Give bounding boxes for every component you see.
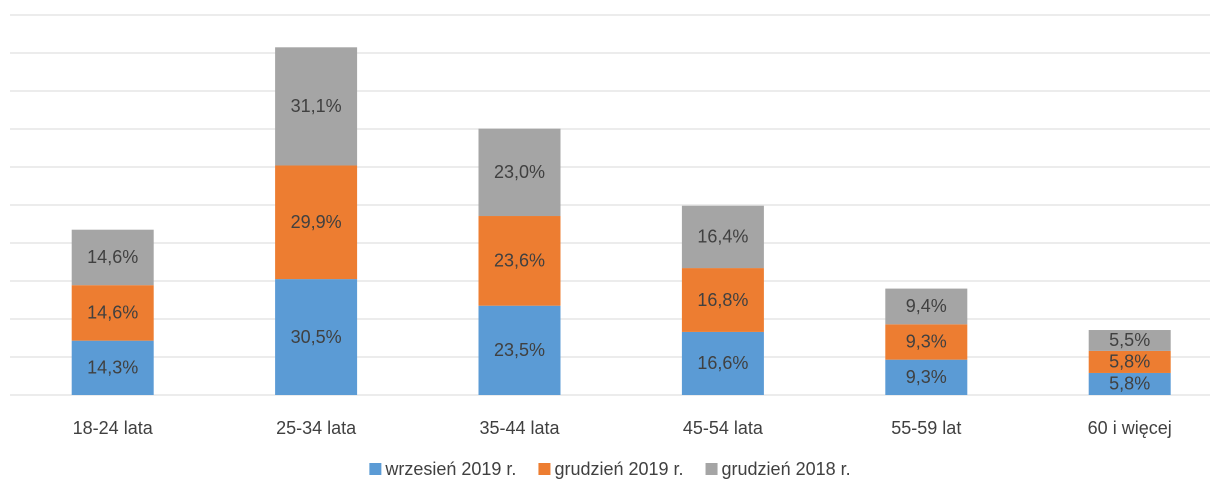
legend-label: grudzień 2018 r. <box>722 459 851 479</box>
x-tick-label: 45-54 lata <box>683 418 764 438</box>
data-label: 31,1% <box>291 96 342 116</box>
data-label: 16,6% <box>697 353 748 373</box>
x-tick-label: 35-44 lata <box>479 418 560 438</box>
data-label: 29,9% <box>291 212 342 232</box>
bar-segment <box>275 47 358 166</box>
data-label: 16,8% <box>697 290 748 310</box>
bar-segment <box>1088 372 1171 395</box>
bar-segment <box>885 324 968 360</box>
bar-segment <box>275 165 358 280</box>
bar-segment <box>1088 350 1171 373</box>
data-label: 14,6% <box>87 303 138 323</box>
legend-swatch <box>705 463 718 475</box>
bar-segment <box>71 285 154 341</box>
data-label: 9,4% <box>906 296 947 316</box>
data-label: 5,8% <box>1109 352 1150 372</box>
bar-segment <box>478 216 561 306</box>
data-label: 9,3% <box>906 367 947 387</box>
x-tick-label: 25-34 lata <box>276 418 357 438</box>
bar-segment <box>71 340 154 395</box>
data-label: 23,0% <box>494 162 545 182</box>
legend-swatch <box>538 463 551 475</box>
bar-segment <box>275 279 358 395</box>
bar-segment <box>478 128 561 217</box>
legend-label: wrzesień 2019 r. <box>384 459 516 479</box>
x-tick-label: 60 i więcej <box>1088 418 1172 438</box>
bar-segment <box>885 359 968 395</box>
data-label: 16,4% <box>697 227 748 247</box>
bar-segment <box>681 268 764 332</box>
x-tick-label: 55-59 lat <box>891 418 961 438</box>
x-tick-label: 18-24 lata <box>73 418 154 438</box>
data-label: 30,5% <box>291 327 342 347</box>
legend-label: grudzień 2019 r. <box>554 459 683 479</box>
data-label: 9,3% <box>906 332 947 352</box>
bar-segment <box>478 305 561 395</box>
bar-segment <box>681 331 764 395</box>
legend-swatch <box>369 463 382 475</box>
data-label: 23,5% <box>494 340 545 360</box>
bar-segment <box>71 229 154 286</box>
data-label: 23,6% <box>494 251 545 271</box>
data-label: 5,5% <box>1109 330 1150 350</box>
bar-segment <box>681 205 764 269</box>
data-label: 14,3% <box>87 358 138 378</box>
bar-segment <box>1088 330 1171 351</box>
data-label: 5,8% <box>1109 374 1150 394</box>
data-label: 14,6% <box>87 247 138 267</box>
bar-segment <box>885 288 968 325</box>
